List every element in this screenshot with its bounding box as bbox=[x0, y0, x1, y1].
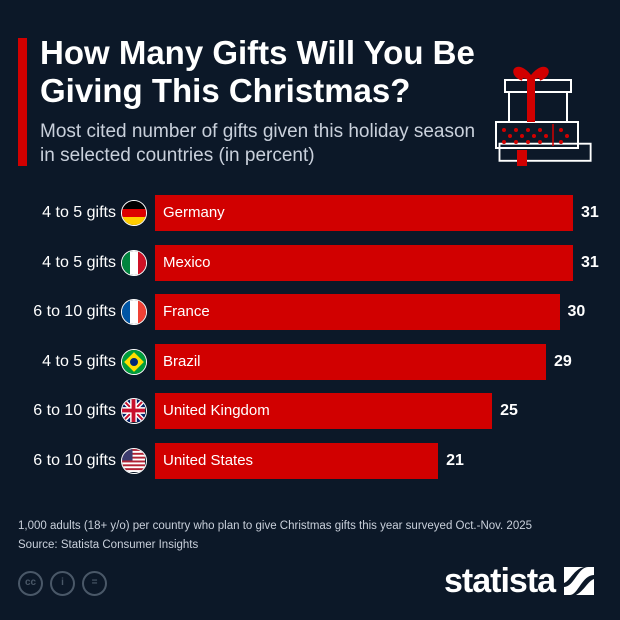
country-label: Germany bbox=[163, 204, 225, 221]
country-label: United States bbox=[163, 452, 254, 469]
nd-icon[interactable]: = bbox=[82, 571, 107, 596]
value-label: 25 bbox=[500, 402, 518, 420]
by-icon[interactable]: i bbox=[50, 571, 75, 596]
bar bbox=[155, 343, 547, 380]
bar bbox=[155, 443, 439, 479]
gift-count-label: 4 to 5 gifts bbox=[42, 352, 116, 370]
value-label: 21 bbox=[446, 452, 464, 469]
bar-row: 6 to 10 gifts United States 21 bbox=[0, 443, 620, 479]
bar-row: 4 to 5 gifts Brazil 29 bbox=[0, 343, 620, 380]
cc-icon[interactable]: cc bbox=[18, 571, 43, 596]
flag-icon bbox=[121, 249, 147, 276]
country-label: United Kingdom bbox=[163, 402, 270, 420]
bar-row: 6 to 10 gifts France 30 bbox=[0, 294, 620, 331]
gift-count-label: 6 to 10 gifts bbox=[33, 303, 116, 321]
value-label: 30 bbox=[567, 303, 586, 321]
survey-note: 1,000 adults (18+ y/o) per country who p… bbox=[18, 520, 533, 532]
gift-count-label: 6 to 10 gifts bbox=[33, 452, 116, 469]
country-label: France bbox=[163, 303, 210, 321]
country-label: Brazil bbox=[163, 352, 201, 370]
chart-subtitle: Most cited number of gifts given this ho… bbox=[40, 121, 476, 166]
flag-icon bbox=[121, 299, 147, 326]
flag-icon bbox=[121, 348, 147, 375]
value-label: 29 bbox=[554, 352, 572, 370]
country-label: Mexico bbox=[163, 253, 211, 271]
flag-icon bbox=[121, 448, 147, 474]
statista-logo-icon bbox=[563, 567, 594, 595]
flag-icon bbox=[121, 200, 147, 226]
bar-row: 4 to 5 gifts Germany 31 bbox=[0, 195, 620, 231]
title-accent-bar bbox=[18, 38, 27, 166]
value-label: 31 bbox=[581, 204, 599, 221]
bar bbox=[155, 393, 493, 430]
bar bbox=[155, 195, 573, 231]
gift-stack-icon bbox=[495, 66, 592, 166]
footnote: 1,000 adults (18+ y/o) per country who p… bbox=[18, 517, 532, 555]
value-label: 31 bbox=[581, 253, 599, 271]
statista-logo[interactable]: statista bbox=[444, 562, 594, 601]
bar-row: 4 to 5 gifts Mexico 31 bbox=[0, 244, 620, 281]
bar bbox=[155, 294, 560, 331]
bar bbox=[155, 244, 573, 281]
gift-count-label: 4 to 5 gifts bbox=[42, 204, 116, 221]
flag-icon bbox=[121, 398, 147, 425]
gift-count-label: 6 to 10 gifts bbox=[33, 402, 116, 420]
chart-title: How Many Gifts Will You Be Giving This C… bbox=[40, 34, 475, 109]
bar-row: 6 to 10 gifts United Kingdom 25 bbox=[0, 393, 620, 430]
gift-count-label: 4 to 5 gifts bbox=[42, 253, 116, 271]
source: Source: Statista Consumer Insights bbox=[18, 539, 199, 551]
